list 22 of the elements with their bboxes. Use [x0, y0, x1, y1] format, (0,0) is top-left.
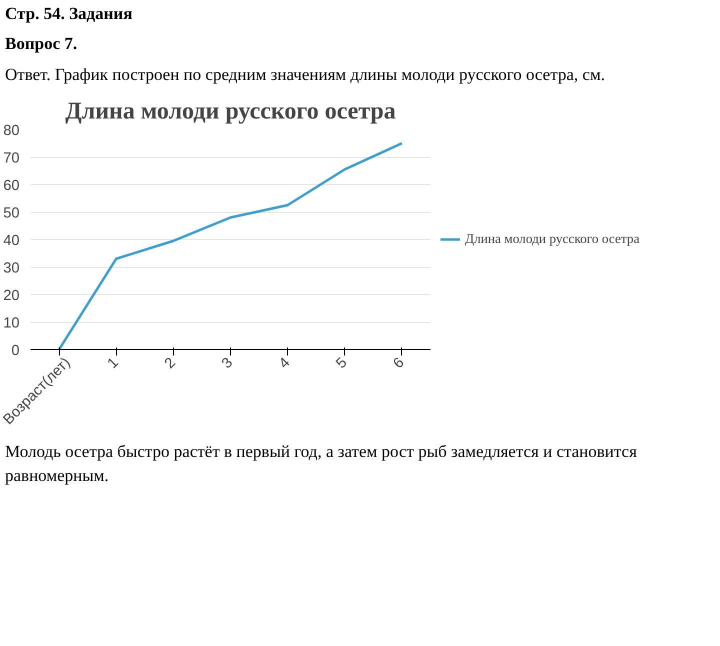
x-tick-label: 3	[219, 354, 236, 372]
y-tick-label: 0	[11, 342, 20, 359]
text: Вопрос 7.	[5, 33, 78, 56]
legend-label: Длина молоди русского осетра	[465, 230, 640, 247]
y-tick-label: 40	[3, 232, 20, 249]
y-tick-label: 50	[3, 205, 20, 222]
y-tick-label: 70	[3, 150, 20, 166]
x-tick-label: 2	[162, 354, 180, 372]
x-tick-label: 4	[276, 354, 294, 372]
y-tick-label: 30	[3, 260, 20, 276]
text: Молодь осетра быстро растёт в первый год, а затем рост рыб замедляется и становится равномерным.	[5, 440, 638, 488]
chart-title: Длина молоди русского осетра	[65, 98, 396, 124]
y-tick-label: 20	[3, 288, 20, 304]
y-tick-label: 10	[3, 315, 20, 332]
y-tick-label: 60	[3, 178, 20, 194]
line-series	[58, 142, 404, 350]
text: Стр. 54. Задания	[5, 3, 132, 25]
x-tick-label: 6	[390, 354, 408, 372]
text: Ответ. График построен по средним значениям длины молоди русского осетра, см.	[5, 64, 605, 86]
x-tick-label: 1	[104, 354, 122, 372]
y-tick-label: 80	[3, 122, 20, 139]
x-tick-label: 5	[333, 354, 350, 372]
